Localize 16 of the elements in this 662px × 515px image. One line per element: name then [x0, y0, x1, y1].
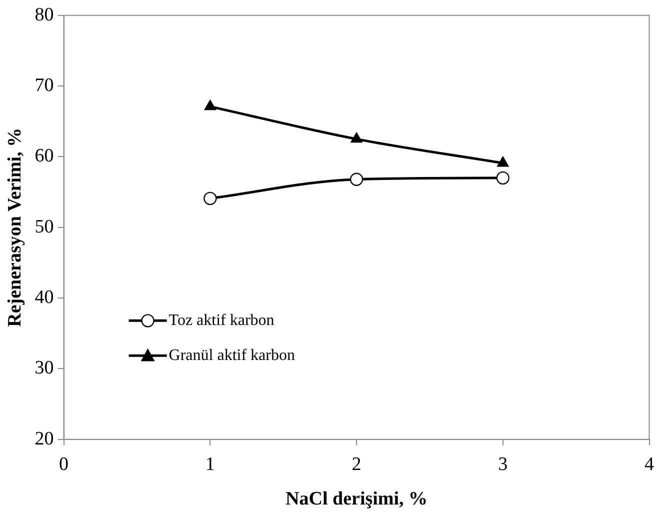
y-tick-label: 50	[34, 216, 54, 238]
y-tick-label: 60	[34, 146, 54, 167]
y-tick-label: 20	[34, 428, 54, 450]
x-tick-label: 4	[644, 454, 654, 475]
x-tick-label: 3	[498, 454, 508, 475]
y-tick-label: 30	[34, 358, 54, 379]
legend-label: Toz aktif karbon	[168, 312, 274, 329]
x-tick-label: 0	[59, 454, 69, 475]
y-tick-label: 40	[34, 287, 54, 308]
y-axis-title: Rejenerasyon Verimi, %	[4, 128, 26, 327]
y-tick-label: 80	[34, 4, 54, 26]
x-tick-label: 1	[205, 454, 215, 475]
x-tick-label: 2	[352, 454, 362, 475]
legend-label: Granül aktif karbon	[168, 346, 295, 364]
y-tick-label: 70	[34, 75, 54, 96]
x-axis-title: NaCl derişimi, %	[286, 488, 428, 510]
